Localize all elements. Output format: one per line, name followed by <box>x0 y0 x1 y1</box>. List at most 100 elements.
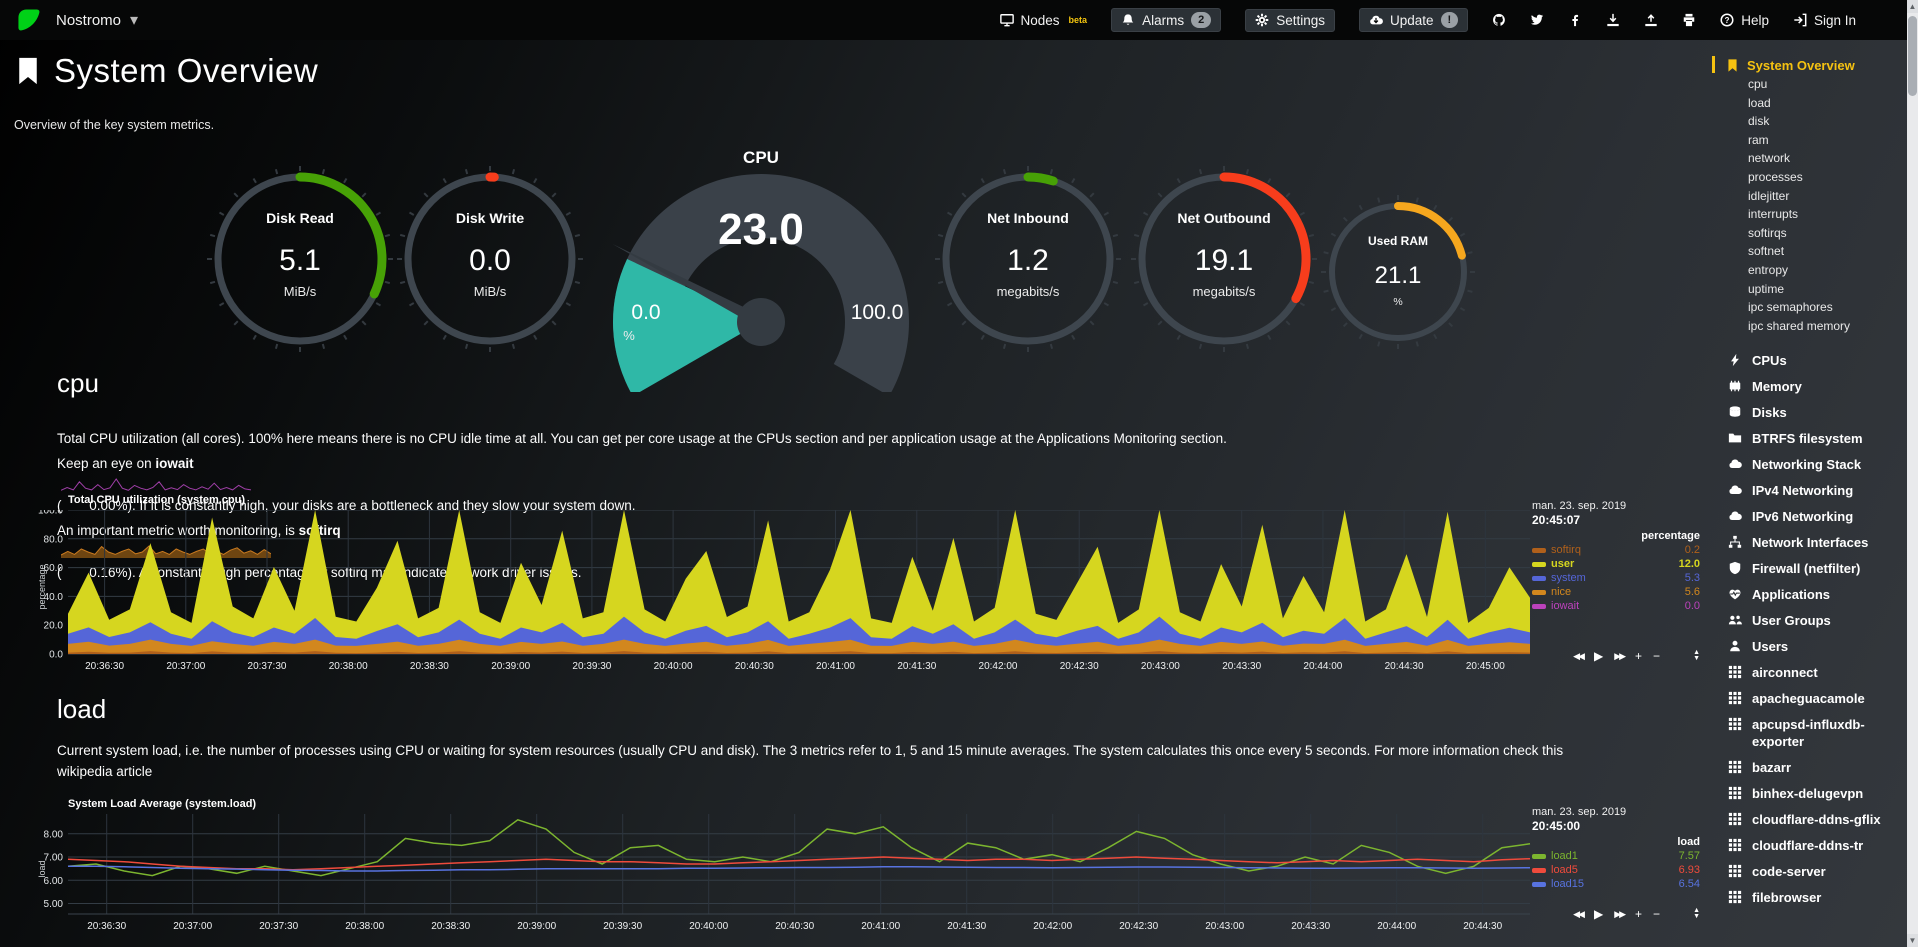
facebook-button[interactable] <box>1568 13 1582 27</box>
sidebar-item-user-groups[interactable]: User Groups <box>1726 607 1908 633</box>
sidebar-item-users[interactable]: Users <box>1726 633 1908 659</box>
print-button[interactable] <box>1682 13 1696 27</box>
signin-button[interactable]: Sign In <box>1793 13 1856 28</box>
sidebar-menu: System Overview cpu load disk ram network pro… <box>1712 55 1908 910</box>
zoom-out-button[interactable]: − <box>1653 649 1661 663</box>
zoom-out-button[interactable]: − <box>1653 907 1661 921</box>
import-button[interactable] <box>1606 13 1620 27</box>
grid-icon <box>1726 864 1743 878</box>
svg-text:20:36:30: 20:36:30 <box>85 661 124 672</box>
sidebar-item-apcupsd-influxdb-exporter[interactable]: apcupsd-influxdb-exporter <box>1726 711 1908 754</box>
gauge-net-inbound[interactable]: Net Inbound 1.2 megabits/s <box>926 157 1130 361</box>
scrollbar-down-arrow[interactable]: ▼ <box>1907 934 1918 947</box>
gauge-disk-write[interactable]: Disk Write 0.0 MiB/s <box>388 157 592 361</box>
sidebar-item-applications[interactable]: Applications <box>1726 581 1908 607</box>
legend-item-load5[interactable]: load5 6.93 <box>1532 865 1700 876</box>
legend-swatch-icon <box>1532 548 1546 553</box>
sidebar-item-label: apcupsd-influxdb-exporter <box>1752 716 1865 749</box>
sidebar-item-label: CPUs <box>1752 352 1787 368</box>
legend-item-load1[interactable]: load1 7.57 <box>1532 851 1700 862</box>
svg-text:20:42:00: 20:42:00 <box>979 661 1018 672</box>
chart-resize-handle[interactable]: ▲ ▼ <box>1693 907 1700 920</box>
sidebar-subitem-uptime[interactable]: uptime <box>1748 281 1785 296</box>
sidebar-item-bazarr[interactable]: bazarr <box>1726 754 1908 780</box>
chart-resize-handle[interactable]: ▲ ▼ <box>1693 649 1700 662</box>
gauge-net-outbound[interactable]: Net Outbound 19.1 megabits/s <box>1122 157 1326 361</box>
disk-icon <box>1726 405 1743 419</box>
sidebar-subitem-interrupts[interactable]: interrupts <box>1748 207 1799 222</box>
scrollbar-up-arrow[interactable]: ▲ <box>1907 0 1918 13</box>
sidebar-subitem-ipc-shared-memory[interactable]: ipc shared memory <box>1748 318 1851 333</box>
legend-item-nice[interactable]: nice 5.6 <box>1532 587 1700 598</box>
update-button[interactable]: Update ! <box>1358 8 1469 32</box>
legend-item-user[interactable]: user 12.0 <box>1532 559 1700 570</box>
sidebar-subitem-ram[interactable]: ram <box>1748 132 1769 147</box>
sidebar-item-btrfs-filesystem[interactable]: BTRFS filesystem <box>1726 425 1908 451</box>
zoom-in-button[interactable]: + <box>1635 907 1643 921</box>
sidebar-item-code-server[interactable]: code-server <box>1726 858 1908 884</box>
wikipedia-link[interactable]: wikipedia article <box>57 764 153 779</box>
sidebar-item-cpus[interactable]: CPUs <box>1726 347 1908 373</box>
page-scrollbar[interactable]: ▲ ▼ <box>1907 0 1918 947</box>
sidebar-item-cloudflare-ddns-gflix[interactable]: cloudflare-ddns-gflix <box>1726 806 1908 832</box>
legend-item-softirq[interactable]: softirq 0.2 <box>1532 545 1700 556</box>
sidebar-subitem-processes[interactable]: processes <box>1748 169 1803 184</box>
sidebar-subitem-softirqs[interactable]: softirqs <box>1748 225 1787 240</box>
sidebar-item-system-overview[interactable]: System Overview <box>1712 55 1908 75</box>
hostname-dropdown[interactable]: Nostromo ▾ <box>56 10 138 30</box>
play-button[interactable]: ▶ <box>1593 907 1604 921</box>
gauge-disk-read[interactable]: Disk Read 5.1 MiB/s <box>198 157 402 361</box>
pan-right-button[interactable]: ▶▶ <box>1614 909 1626 919</box>
sidebar-subitem-ipc-semaphores[interactable]: ipc semaphores <box>1748 300 1833 315</box>
legend-item-load15[interactable]: load15 6.54 <box>1532 879 1700 890</box>
alarms-button[interactable]: Alarms 2 <box>1111 8 1222 32</box>
sidebar-item-cloudflare-ddns-tr[interactable]: cloudflare-ddns-tr <box>1726 832 1908 858</box>
twitter-button[interactable] <box>1530 13 1544 27</box>
github-button[interactable] <box>1492 13 1506 27</box>
pan-left-button[interactable]: ◀◀ <box>1573 651 1585 661</box>
gauge-arc <box>295 172 387 299</box>
sidebar-item-memory[interactable]: Memory <box>1726 373 1908 399</box>
help-button[interactable]: ? Help <box>1720 13 1769 28</box>
grid-icon <box>1726 838 1743 852</box>
sidebar-item-networking-stack[interactable]: Networking Stack <box>1726 451 1908 477</box>
sidebar-item-apacheguacamole[interactable]: apacheguacamole <box>1726 685 1908 711</box>
sidebar-subitem-cpu[interactable]: cpu <box>1748 77 1768 91</box>
user-group-icon <box>1726 613 1743 627</box>
sidebar-item-network-interfaces[interactable]: Network Interfaces <box>1726 529 1908 555</box>
nodes-button[interactable]: Nodes beta <box>999 13 1087 28</box>
legend-item-system[interactable]: system 5.3 <box>1532 573 1700 584</box>
sidebar-item-airconnect[interactable]: airconnect <box>1726 659 1908 685</box>
sidebar-item-label: Applications <box>1752 586 1831 602</box>
sidebar-subitem-disk[interactable]: disk <box>1748 114 1770 129</box>
sidebar-item-firewall-netfilter-[interactable]: Firewall (netfilter) <box>1726 555 1908 581</box>
pan-right-button[interactable]: ▶▶ <box>1614 651 1626 661</box>
legend-value: 12.0 <box>1678 558 1700 570</box>
heartbeat-icon <box>1726 587 1743 601</box>
pan-left-button[interactable]: ◀◀ <box>1573 909 1585 919</box>
sidebar-subitem-load[interactable]: load <box>1748 95 1771 110</box>
sidebar-subitem-network[interactable]: network <box>1748 151 1791 166</box>
export-button[interactable] <box>1644 13 1658 27</box>
gauge-cpu[interactable]: CPU 23.0 0.0 100.0% <box>596 142 926 392</box>
play-button[interactable]: ▶ <box>1593 649 1604 663</box>
sidebar-item-filebrowser[interactable]: filebrowser <box>1726 884 1908 910</box>
legend-item-iowait[interactable]: iowait 0.0 <box>1532 601 1700 612</box>
sidebar-item-ipv4-networking[interactable]: IPv4 Networking <box>1726 477 1908 503</box>
scrollbar-thumb[interactable] <box>1908 16 1917 96</box>
settings-button[interactable]: Settings <box>1245 8 1335 32</box>
sidebar-subitem-softnet[interactable]: softnet <box>1748 244 1785 259</box>
svg-text:20:39:30: 20:39:30 <box>603 921 642 932</box>
gauge-used-ram[interactable]: Used RAM 21.1% <box>1313 187 1483 357</box>
zoom-in-button[interactable]: + <box>1635 649 1643 663</box>
sidebar-item-binhex-delugevpn[interactable]: binhex-delugevpn <box>1726 780 1908 806</box>
netdata-logo[interactable] <box>16 7 42 33</box>
area-series <box>68 651 1530 654</box>
sidebar-item-disks[interactable]: Disks <box>1726 399 1908 425</box>
load-average-chart[interactable]: 5.00 6.00 7.00 8.00 20:36:30 20:37:00 20:37:30… <box>38 814 1538 936</box>
sidebar-subitem-idlejitter[interactable]: idlejitter <box>1748 188 1790 203</box>
sidebar-item-ipv6-networking[interactable]: IPv6 Networking <box>1726 503 1908 529</box>
legend-name: load1 <box>1551 850 1578 862</box>
cpu-utilization-chart[interactable]: 0.0 20.0 40.0 60.0 80.0 100.0 20:36:30 20:37:00… <box>38 510 1538 676</box>
sidebar-subitem-entropy[interactable]: entropy <box>1748 262 1789 277</box>
